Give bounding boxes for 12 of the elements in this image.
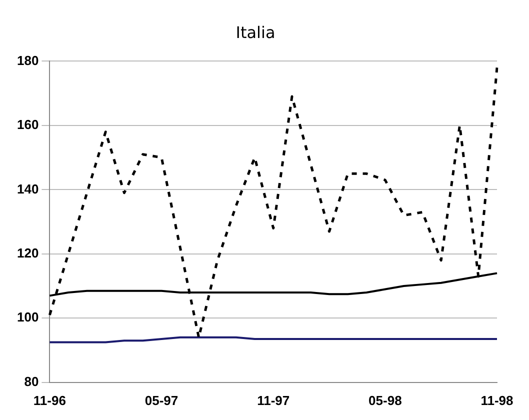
y-tick-label: 80 [24,374,39,389]
x-tick-label: 11-96 [33,392,66,408]
y-tick-label: 120 [16,246,39,260]
y-tick-label: 180 [16,52,39,68]
y-tick-label: 100 [16,310,39,325]
y-tick-label: 160 [16,117,39,132]
y-tick-label: 140 [16,181,39,196]
x-tick-label: 05-98 [368,392,402,408]
x-tick-label: 11-97 [257,392,290,408]
x-tick-label: 11-98 [480,392,514,408]
chart-title: Italia [236,22,276,42]
x-tick-label: 05-97 [144,392,178,408]
